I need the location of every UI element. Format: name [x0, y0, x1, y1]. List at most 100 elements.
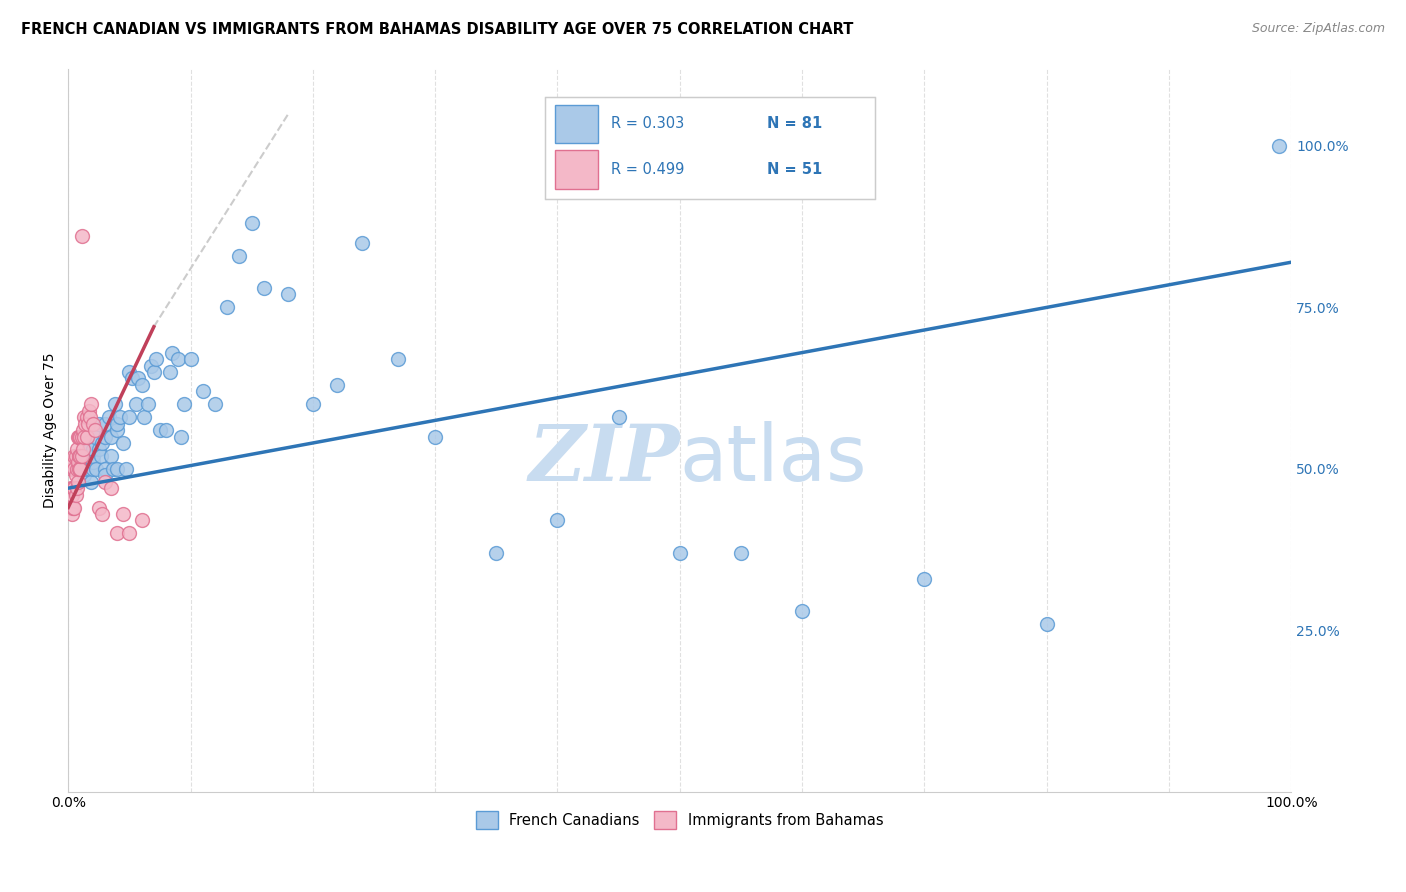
Point: [326, 377, 349, 392]
Point: [82, 442, 104, 457]
Point: [75, 417, 97, 431]
Text: FRENCH CANADIAN VS IMMIGRANTS FROM BAHAMAS DISABILITY AGE OVER 75 CORRELATION CH: FRENCH CANADIAN VS IMMIGRANTS FROM BAHAM…: [21, 22, 853, 37]
Point: [67, 429, 90, 443]
Point: [105, 423, 128, 437]
Point: [76, 449, 98, 463]
Point: [204, 397, 226, 411]
Point: [72, 423, 94, 437]
Point: [63, 462, 86, 476]
Point: [94, 475, 117, 489]
Point: [149, 423, 172, 437]
Point: [277, 287, 299, 301]
Point: [145, 352, 167, 367]
Point: [1035, 616, 1057, 631]
Point: [114, 462, 136, 476]
Point: [142, 365, 165, 379]
Point: [59, 481, 82, 495]
Point: [94, 468, 117, 483]
Point: [66, 442, 89, 457]
Point: [159, 365, 181, 379]
Point: [100, 481, 122, 495]
Point: [76, 455, 98, 469]
Point: [790, 604, 813, 618]
Point: [94, 462, 117, 476]
Point: [160, 345, 183, 359]
Point: [69, 462, 91, 476]
Point: [240, 217, 263, 231]
Point: [66, 462, 89, 476]
Point: [63, 449, 86, 463]
Point: [63, 462, 86, 476]
Point: [82, 462, 104, 476]
Point: [668, 546, 690, 560]
Point: [103, 462, 125, 476]
Y-axis label: Disability Age Over 75: Disability Age Over 75: [44, 352, 58, 508]
Point: [105, 462, 128, 476]
Point: [87, 442, 110, 457]
Point: [62, 481, 84, 495]
Point: [67, 449, 90, 463]
Point: [84, 429, 107, 443]
Point: [69, 449, 91, 463]
Point: [87, 500, 110, 515]
Point: [141, 359, 163, 373]
Point: [136, 397, 159, 411]
Point: [91, 507, 114, 521]
Point: [105, 417, 128, 431]
Point: [63, 481, 86, 495]
Point: [72, 442, 94, 457]
Point: [73, 429, 96, 443]
Point: [66, 429, 89, 443]
Point: [105, 526, 128, 541]
Point: [63, 500, 86, 515]
Text: atlas: atlas: [679, 421, 868, 497]
Point: [87, 417, 110, 431]
Point: [228, 249, 250, 263]
Point: [170, 429, 193, 443]
Legend: French Canadians, Immigrants from Bahamas: French Canadians, Immigrants from Bahama…: [470, 805, 890, 835]
Point: [66, 481, 89, 495]
Point: [80, 397, 103, 411]
Point: [60, 488, 83, 502]
Point: [59, 500, 82, 515]
Point: [132, 410, 155, 425]
Point: [66, 475, 89, 489]
Point: [97, 410, 120, 425]
Point: [112, 436, 135, 450]
Point: [118, 365, 141, 379]
Point: [131, 513, 153, 527]
Point: [70, 429, 93, 443]
Point: [124, 397, 146, 411]
Point: [70, 449, 93, 463]
Point: [75, 455, 97, 469]
Point: [76, 462, 98, 476]
Point: [485, 546, 508, 560]
Point: [76, 410, 98, 425]
Point: [912, 572, 935, 586]
Point: [77, 403, 100, 417]
Point: [66, 462, 89, 476]
Point: [65, 449, 87, 463]
Point: [91, 436, 114, 450]
Point: [66, 455, 89, 469]
Point: [69, 462, 91, 476]
Point: [217, 301, 239, 315]
Point: [80, 475, 103, 489]
Point: [86, 462, 108, 476]
Point: [82, 417, 104, 431]
Point: [67, 449, 90, 463]
Point: [121, 371, 143, 385]
Point: [65, 488, 87, 502]
Text: ZIP: ZIP: [529, 421, 679, 497]
Point: [94, 429, 117, 443]
Point: [387, 352, 409, 367]
Point: [607, 410, 630, 425]
Point: [62, 455, 84, 469]
Point: [94, 417, 117, 431]
Point: [100, 429, 122, 443]
Text: Source: ZipAtlas.com: Source: ZipAtlas.com: [1251, 22, 1385, 36]
Point: [90, 449, 112, 463]
Point: [79, 410, 101, 425]
Point: [70, 229, 93, 244]
Point: [191, 384, 214, 399]
